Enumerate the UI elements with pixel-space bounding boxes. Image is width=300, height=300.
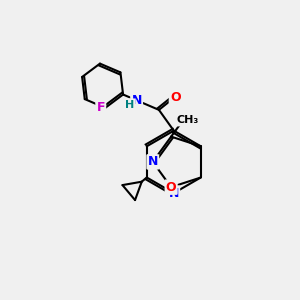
Text: F: F: [97, 101, 105, 114]
Text: CH₃: CH₃: [176, 115, 199, 125]
Text: N: N: [148, 155, 158, 168]
Text: N: N: [169, 187, 179, 200]
Text: N: N: [131, 94, 142, 107]
Text: O: O: [170, 92, 181, 104]
Text: O: O: [166, 181, 176, 194]
Text: H: H: [125, 100, 134, 110]
